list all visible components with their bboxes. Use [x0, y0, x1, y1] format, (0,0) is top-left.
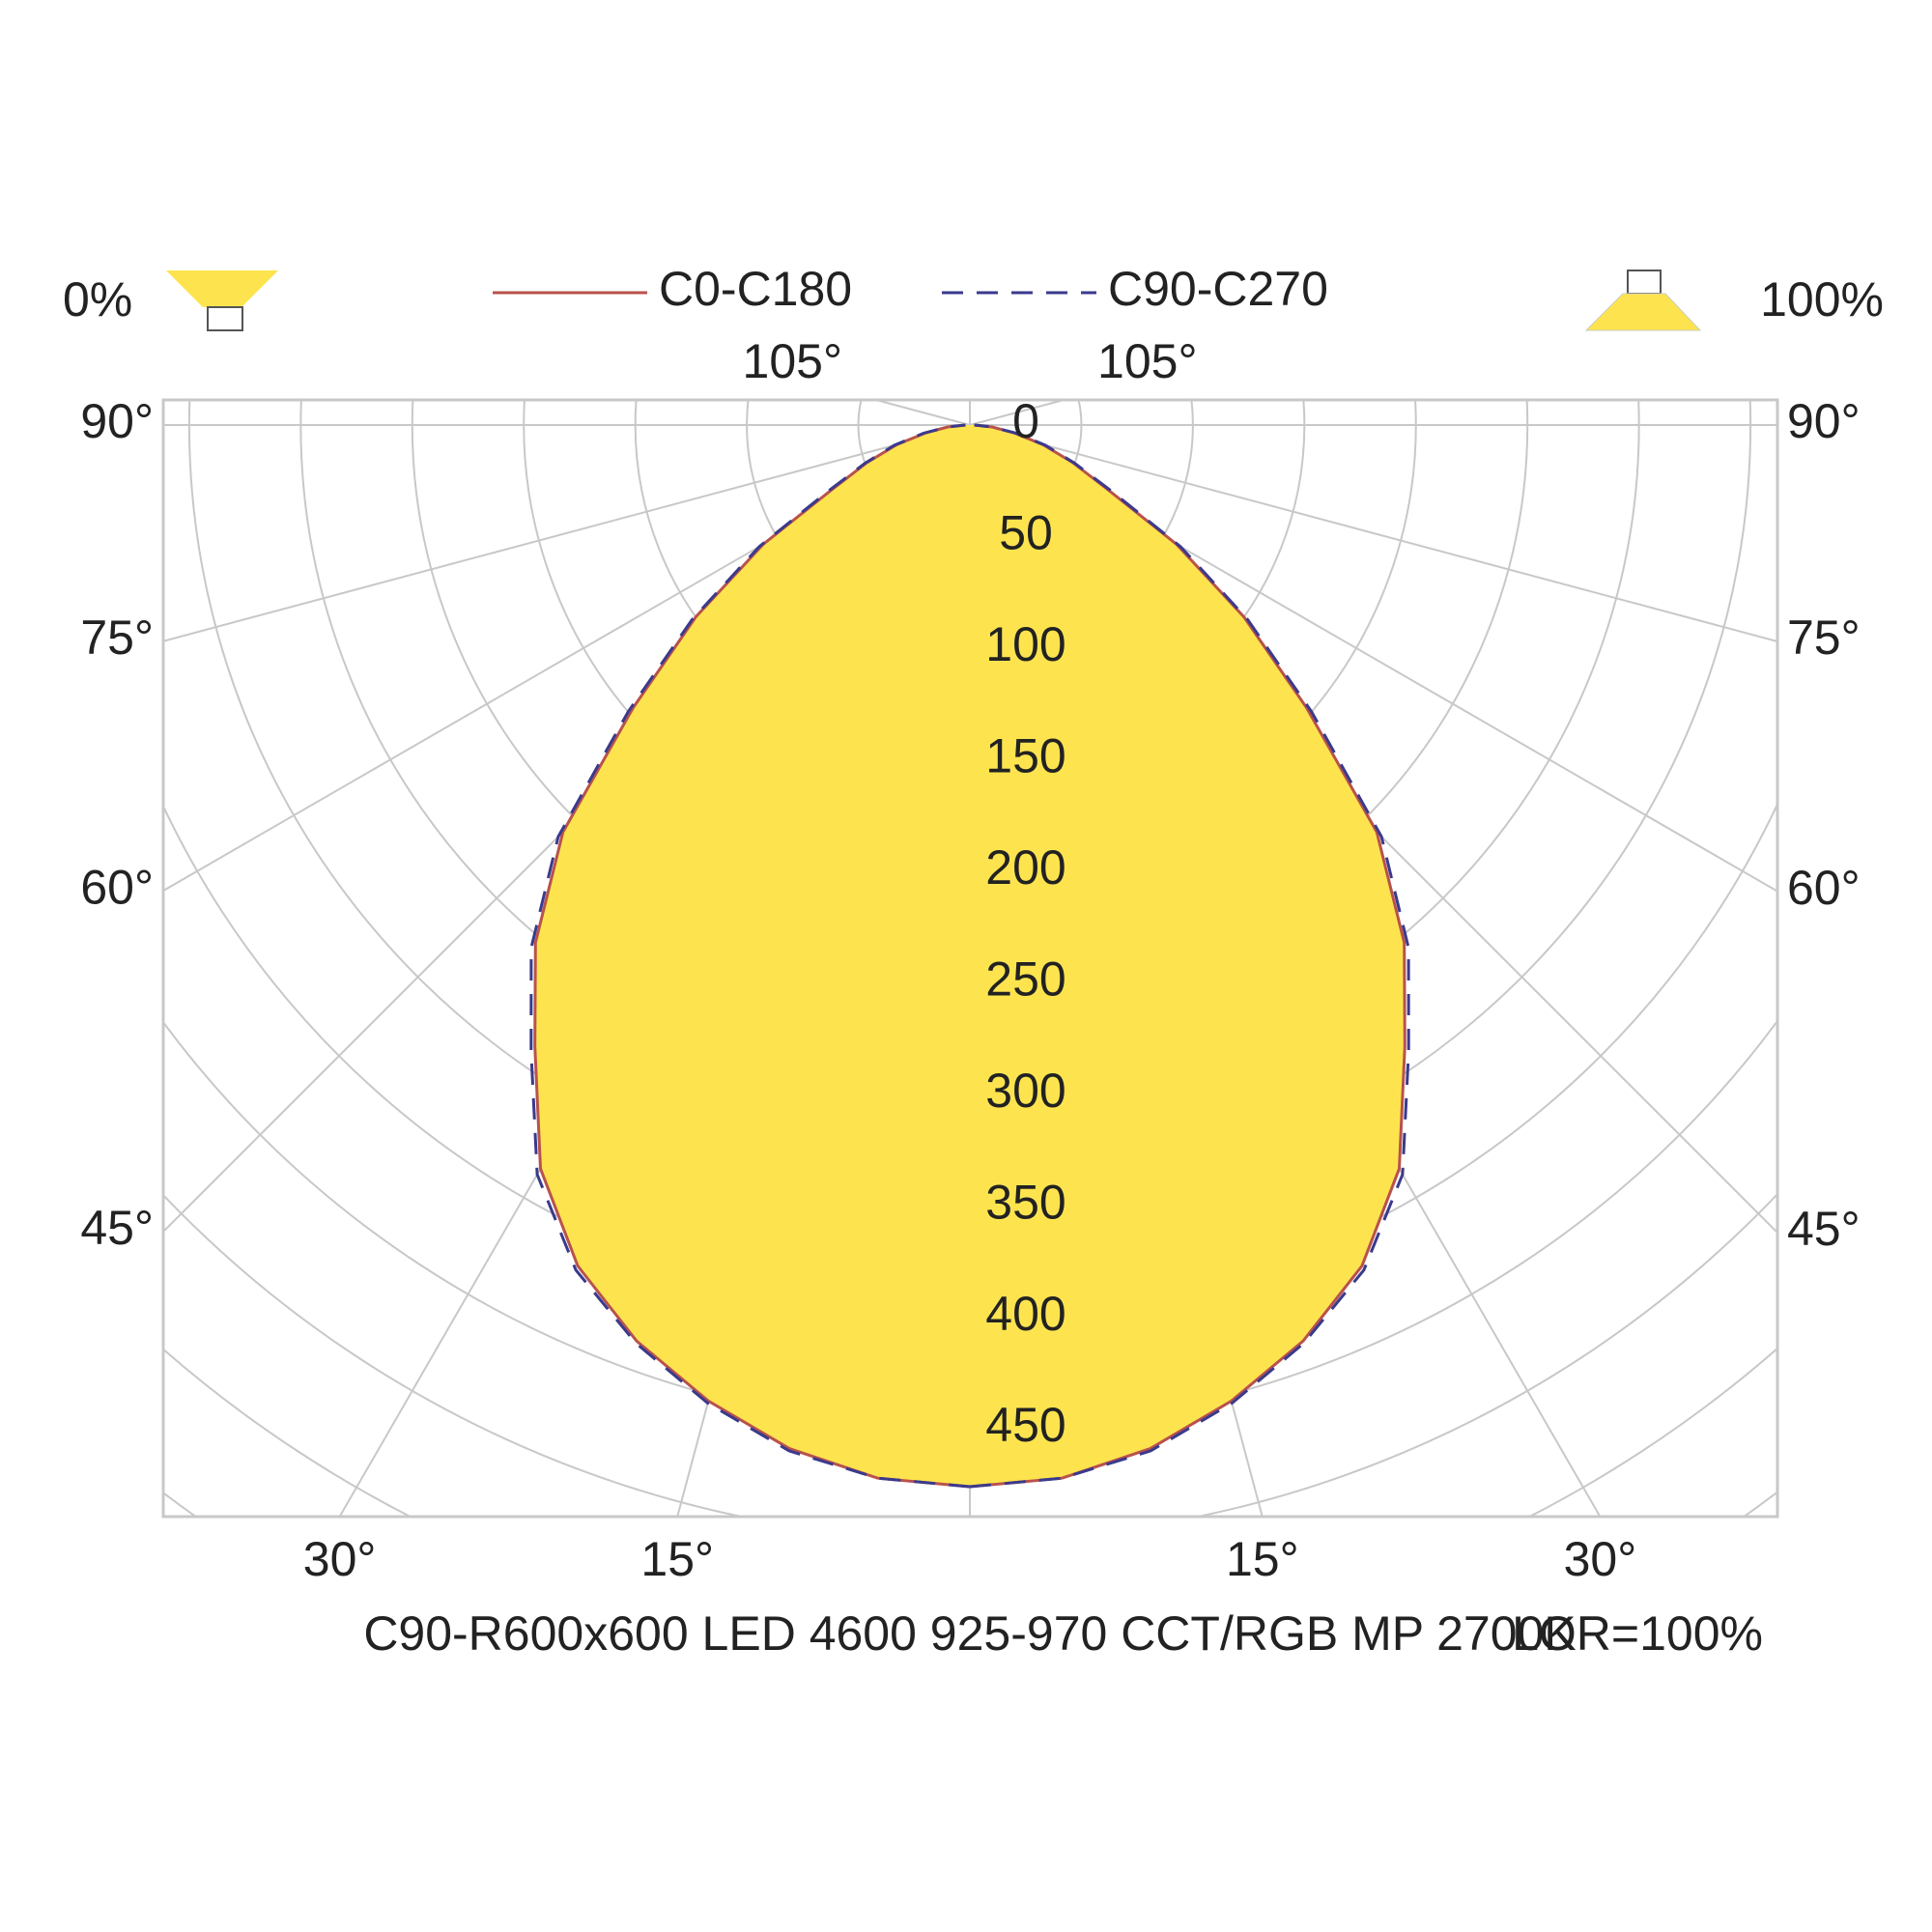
upward-label: 100% [1760, 272, 1884, 327]
radial-tick-label: 450 [985, 1398, 1065, 1452]
radial-tick-label: 100 [985, 617, 1065, 671]
angle-label: 105° [1097, 334, 1197, 388]
angle-label: 60° [80, 860, 154, 914]
downlight-icon [166, 270, 278, 331]
grid-spoke [969, 400, 1065, 426]
angle-label: 60° [1787, 861, 1861, 915]
angle-label: 15° [640, 1532, 714, 1586]
intensity-fill [534, 425, 970, 1487]
intensity-fill [970, 425, 1406, 1487]
angle-label: 15° [1226, 1532, 1299, 1586]
legend-label: C90-C270 [1108, 262, 1328, 316]
angle-label: 105° [743, 334, 842, 388]
angle-label: 90° [1787, 394, 1861, 448]
radial-tick-label: 250 [985, 952, 1065, 1006]
legend-label: C0-C180 [659, 262, 852, 316]
labels: 15° 15° 30° 30° 45° 45° 60° 60° 75° 75° 90° 90° 105°… [80, 334, 1860, 1586]
curves [529, 423, 1410, 1489]
angle-label: 75° [80, 611, 154, 665]
radial-tick-label: 0 [1012, 394, 1039, 448]
radial-tick-label: 150 [985, 729, 1065, 783]
radial-tick-label: 50 [999, 506, 1053, 560]
radial-tick-label: 200 [985, 840, 1065, 895]
grid-spoke [163, 424, 971, 642]
uplight-icon [1584, 270, 1702, 331]
grid-spoke [969, 424, 1777, 642]
chart-title: C90-R600x600 LED 4600 925-970 CCT/RGB MP… [363, 1606, 1576, 1661]
angle-label: 45° [80, 1201, 154, 1255]
intensity-curve [969, 423, 1410, 1489]
intensity-curve [529, 423, 971, 1489]
angle-label: 30° [303, 1532, 377, 1586]
angle-label: 75° [1787, 611, 1861, 665]
angle-label: 30° [1564, 1532, 1637, 1586]
grid-spoke [875, 400, 971, 426]
annotation: LOR=100% [1512, 1606, 1763, 1661]
radial-tick-label: 350 [985, 1175, 1065, 1229]
angle-label: 45° [1787, 1202, 1861, 1256]
angle-label: 90° [80, 394, 154, 448]
radial-tick-label: 400 [985, 1287, 1065, 1341]
radial-tick-label: 300 [985, 1064, 1065, 1118]
downward-label: 0% [63, 272, 132, 327]
